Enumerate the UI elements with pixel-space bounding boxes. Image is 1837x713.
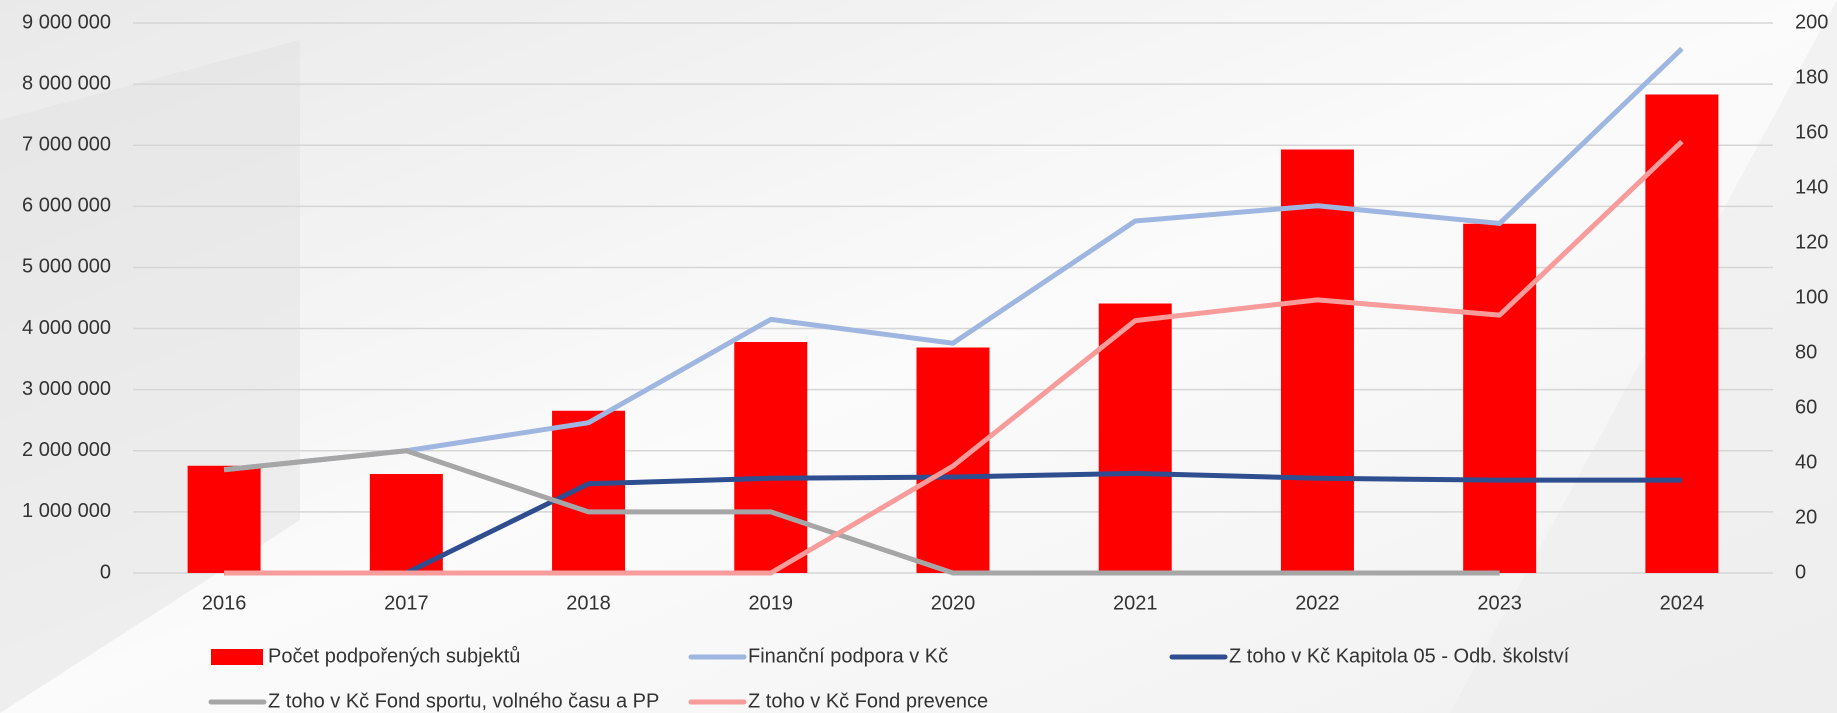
y2-tick-label: 40 (1795, 451, 1817, 473)
y-tick-label: 0 (100, 561, 111, 583)
y-tick-label: 7 000 000 (22, 134, 111, 156)
x-tick-label: 2022 (1295, 592, 1340, 614)
bar (187, 465, 261, 573)
bar (552, 410, 626, 573)
y-tick-label: 3 000 000 (22, 378, 111, 400)
y2-tick-label: 160 (1795, 121, 1828, 143)
line (224, 139, 1684, 576)
decor (1450, 0, 1837, 713)
y-tick-label: 5 000 000 (22, 256, 111, 278)
x-tick-label: 2020 (931, 592, 976, 614)
x-tick-label: 2018 (566, 592, 611, 614)
legend-label: Finanční podpora v Kč (748, 645, 948, 667)
x-tick-label: 2023 (1477, 592, 1522, 614)
line (223, 46, 1684, 473)
x-tick-label: 2021 (1113, 592, 1158, 614)
legend-label: Počet podpořených subjektů (268, 645, 520, 667)
line (223, 448, 1500, 576)
y-tick-label: 8 000 000 (22, 72, 111, 94)
y2-tick-label: 60 (1795, 396, 1817, 418)
x-tick-label: 2017 (384, 592, 429, 614)
legend-label: Z toho v Kč Fond prevence (748, 690, 988, 712)
x-tick-label: 2024 (1660, 592, 1705, 614)
x-tick-label: 2019 (749, 592, 794, 614)
line (224, 470, 1682, 576)
legend-label: Z toho v Kč Fond sportu, volného času a … (268, 690, 659, 712)
y-tick-label: 2 000 000 (22, 439, 111, 461)
y2-tick-label: 140 (1795, 176, 1828, 198)
bar (734, 342, 808, 573)
y-tick-label: 4 000 000 (22, 317, 111, 339)
x-tick-label: 2016 (202, 592, 247, 614)
bar (1463, 223, 1537, 573)
bar (1280, 149, 1354, 573)
y2-tick-label: 180 (1795, 66, 1828, 88)
y2-tick-label: 80 (1795, 341, 1817, 363)
bar (916, 347, 990, 573)
y2-tick-label: 120 (1795, 231, 1828, 253)
y-tick-label: 9 000 000 (22, 11, 111, 33)
bar (369, 474, 443, 573)
y2-tick-label: 200 (1795, 11, 1828, 33)
legend-swatch (211, 649, 263, 665)
bar (1645, 94, 1719, 573)
y-tick-label: 1 000 000 (22, 500, 111, 522)
legend-label: Z toho v Kč Kapitola 05 - Odb. školství (1229, 645, 1570, 667)
y-tick-label: 6 000 000 (22, 195, 111, 217)
y2-tick-label: 0 (1795, 561, 1806, 583)
y2-tick-label: 20 (1795, 506, 1817, 528)
bar (1098, 303, 1172, 573)
y2-tick-label: 100 (1795, 286, 1828, 308)
